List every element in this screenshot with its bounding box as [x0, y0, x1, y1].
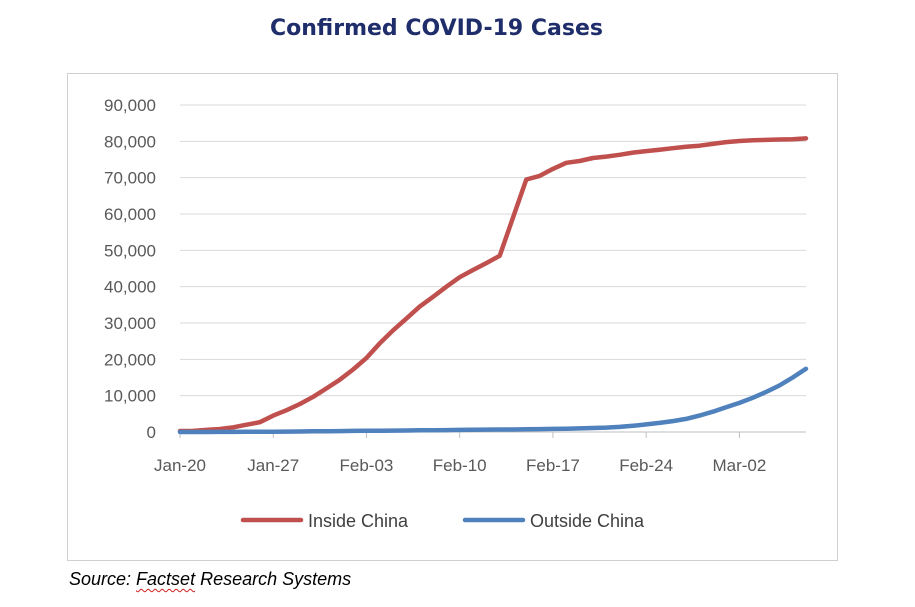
source-note: Source: Factset Research Systems — [69, 569, 351, 590]
y-tick-label: 40,000 — [104, 278, 156, 297]
y-tick-label: 70,000 — [104, 169, 156, 188]
x-tick-label: Jan-20 — [154, 456, 206, 475]
x-tick-label: Feb-10 — [433, 456, 487, 475]
series-line-inside-china — [177, 136, 809, 434]
y-tick-label: 10,000 — [104, 387, 156, 406]
legend-label-outside-china: Outside China — [530, 511, 645, 531]
legend: Inside China Outside China — [240, 511, 645, 531]
source-name: Factset — [136, 569, 196, 589]
x-tick-label: Jan-27 — [247, 456, 299, 475]
x-tick-label: Feb-03 — [340, 456, 394, 475]
series-lines — [177, 136, 809, 435]
y-tick-label: 0 — [147, 423, 156, 442]
source-prefix: Source: — [69, 569, 137, 589]
y-axis-labels: 0 10,000 20,000 30,000 40,000 50,000 60,000 70,… — [104, 96, 156, 442]
y-tick-label: 60,000 — [104, 205, 156, 224]
x-tick-label: Feb-24 — [619, 456, 673, 475]
series-line-outside-china — [177, 366, 809, 435]
y-tick-label: 20,000 — [104, 350, 156, 369]
chart-area — [67, 73, 838, 561]
legend-label-inside-china: Inside China — [308, 511, 409, 531]
x-tick-label: Mar-02 — [712, 456, 766, 475]
chart-title: Confirmed COVID-19 Cases — [270, 16, 603, 41]
y-tick-label: 30,000 — [104, 314, 156, 333]
y-tick-label: 80,000 — [104, 132, 156, 151]
y-tick-label: 90,000 — [104, 96, 156, 115]
gridlines — [180, 104, 806, 397]
x-axis: Jan-20 Jan-27 Feb-03 Feb-10 Feb-17 Feb-24 Mar-… — [154, 431, 806, 475]
x-tick-label: Feb-17 — [526, 456, 580, 475]
source-suffix: Research Systems — [195, 569, 352, 589]
y-tick-label: 50,000 — [104, 241, 156, 260]
